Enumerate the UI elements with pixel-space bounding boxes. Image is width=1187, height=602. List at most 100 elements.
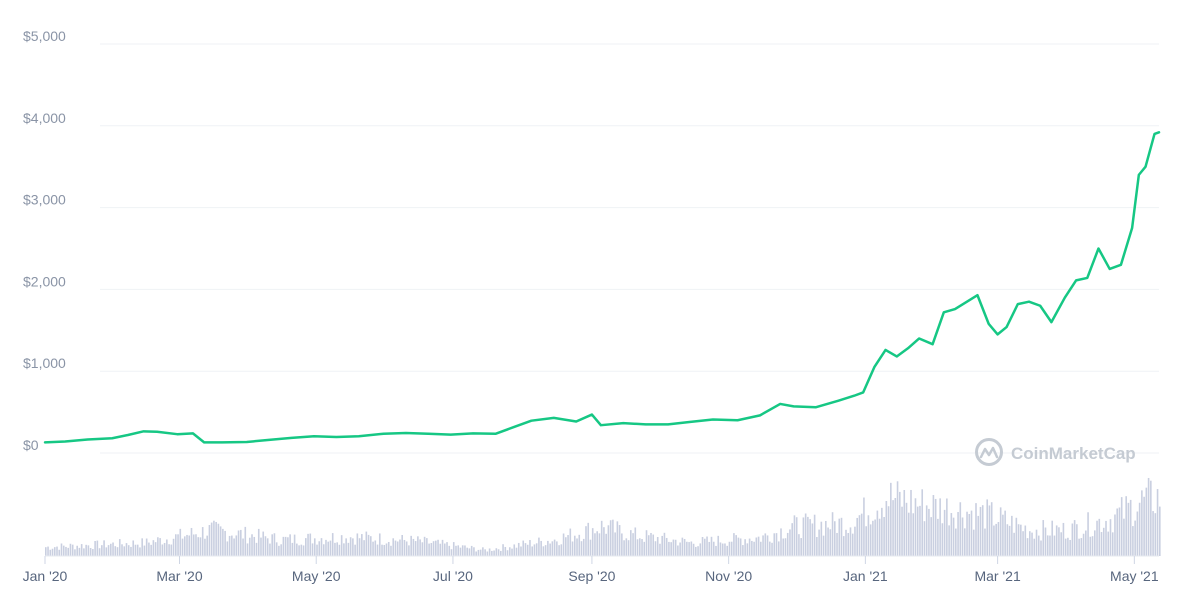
volume-bar [1154, 513, 1157, 556]
volume-bar [569, 528, 572, 556]
volume-bar [809, 519, 811, 556]
volume-bar [636, 539, 639, 556]
volume-bar [233, 538, 235, 556]
volume-bar [838, 518, 841, 556]
volume-bar [1125, 496, 1127, 556]
volume-bar [452, 542, 455, 556]
volume-bar [374, 540, 377, 556]
volume-bar [213, 520, 215, 556]
volume-bar [217, 523, 220, 556]
volume-bar [688, 542, 690, 556]
volume-bar [132, 540, 135, 556]
volume-bar [1033, 538, 1036, 556]
volume-bar [372, 541, 374, 556]
price-point [988, 323, 990, 325]
volume-bar [1051, 520, 1054, 556]
volume-bar [782, 538, 785, 556]
volume-bar [764, 533, 767, 556]
volume-bar [686, 541, 688, 556]
volume-bar [618, 525, 621, 556]
volume-bar [105, 547, 108, 556]
volume-bar [842, 536, 845, 556]
price-point [1005, 326, 1008, 328]
coinmarketcap-watermark: CoinMarketCap [975, 438, 1136, 466]
volume-bar [999, 507, 1002, 556]
volume-bar [703, 538, 706, 556]
volume-bar [538, 537, 540, 556]
volume-bar [235, 535, 238, 556]
price-line [43, 131, 1161, 444]
volume-bar [670, 542, 672, 556]
volume-bar [968, 514, 971, 556]
volume-bar [762, 535, 764, 556]
volume-bar [533, 544, 536, 556]
volume-bar [195, 534, 197, 556]
volume-bar [139, 547, 141, 556]
volume-bar [363, 540, 365, 556]
volume-bar [896, 481, 899, 556]
price-point [1086, 277, 1088, 279]
volume-bar [60, 543, 63, 556]
volume-bar [74, 549, 76, 556]
volume-bar [612, 519, 614, 556]
volume-bar [491, 550, 493, 556]
price-point [712, 418, 714, 421]
volume-bar [695, 546, 697, 556]
volume-bar [952, 517, 955, 556]
volume-bar [522, 540, 525, 556]
price-point [1028, 301, 1030, 303]
volume-bar [197, 537, 200, 556]
volume-bar [325, 539, 327, 556]
volume-bar [264, 536, 267, 556]
volume-bar [293, 534, 296, 556]
price-point [203, 441, 205, 443]
price-point [884, 349, 887, 351]
volume-bar [127, 545, 130, 556]
volume-bar [1076, 524, 1078, 556]
price-point [143, 430, 145, 432]
volume-bar [867, 515, 870, 556]
volume-bar [849, 527, 852, 556]
volume-bar [495, 548, 498, 556]
volume-bar [1080, 538, 1083, 556]
volume-bar [188, 535, 191, 556]
y-tick-label: $1,000 [23, 355, 66, 371]
volume-bar [473, 547, 475, 556]
volume-bar [320, 538, 323, 556]
volume-bar [394, 540, 397, 556]
volume-bar [1024, 525, 1027, 556]
volume-bar [58, 549, 61, 556]
volume-bar [378, 533, 381, 556]
volume-bar [1002, 514, 1004, 556]
volume-bar [322, 544, 325, 556]
price-point [246, 441, 248, 443]
volume-bar [643, 541, 646, 556]
volume-bar [587, 522, 590, 556]
volume-bar [1132, 526, 1134, 556]
volume-bar [780, 528, 782, 556]
volume-bar [443, 543, 446, 556]
volume-bar [878, 518, 881, 556]
volume-bar [1087, 512, 1089, 556]
volume-bar [262, 531, 265, 556]
volume-bar [291, 542, 294, 556]
volume-bar [183, 536, 186, 556]
x-tick-label: Nov '20 [705, 568, 752, 584]
volume-bar [1011, 515, 1013, 556]
volume-bar [822, 535, 825, 556]
volume-bar [706, 536, 708, 556]
volume-bar [542, 546, 545, 556]
volume-bar [390, 545, 392, 556]
price-point [600, 424, 602, 426]
volume-bar [49, 549, 52, 556]
volume-bar [170, 544, 173, 556]
volume-bar [201, 527, 204, 556]
volume-bar [470, 545, 473, 556]
volume-bar [986, 499, 989, 556]
volume-bar [760, 541, 762, 556]
volume-bar [818, 529, 820, 556]
volume-bar [1145, 487, 1148, 556]
volume-bar [531, 546, 533, 556]
volume-bar [248, 537, 251, 556]
